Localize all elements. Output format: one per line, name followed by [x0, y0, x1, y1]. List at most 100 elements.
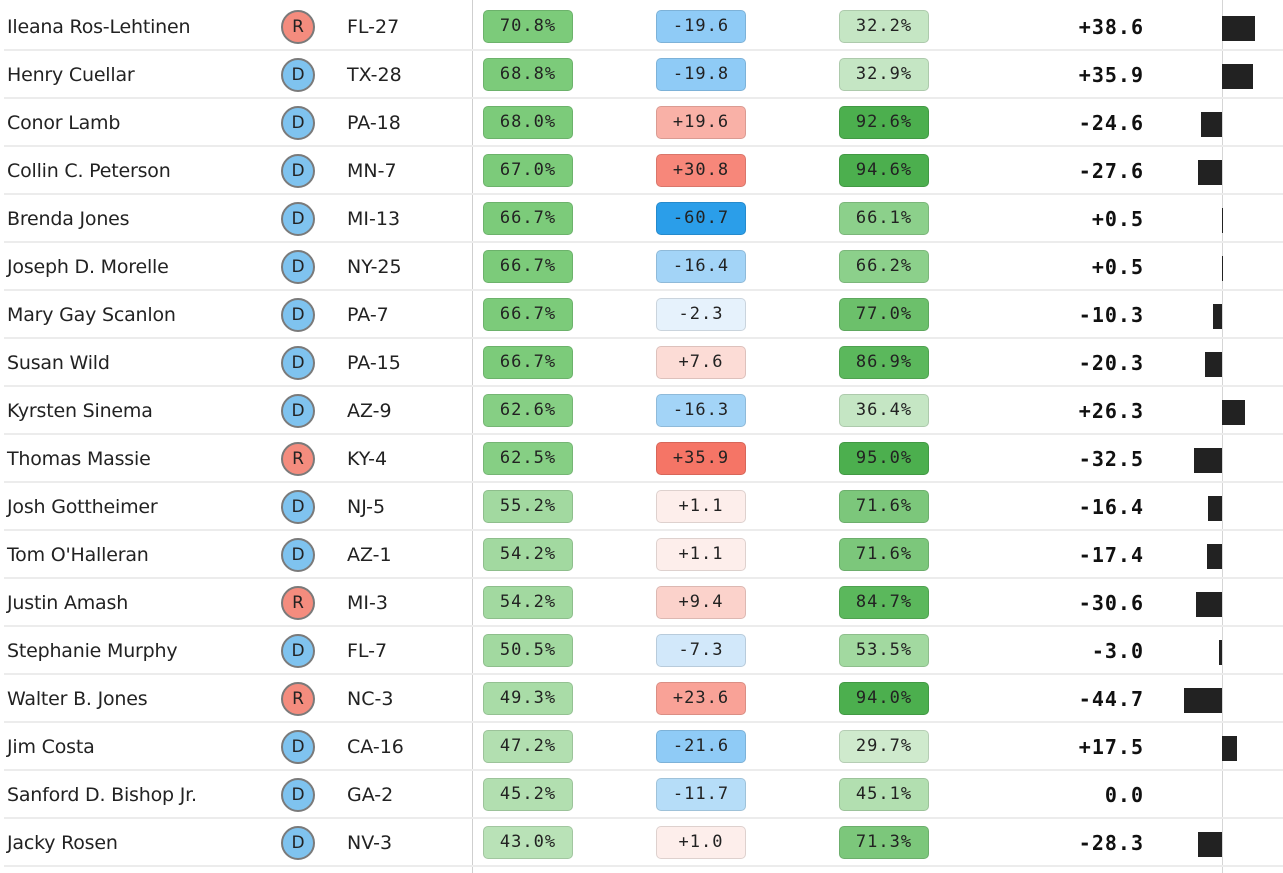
- member-name: Brenda Jones: [7, 208, 130, 230]
- party-badge: D: [281, 730, 315, 764]
- row-separator: [4, 145, 1283, 147]
- party-badge: D: [281, 826, 315, 860]
- party-badge: R: [281, 586, 315, 620]
- value-cell-1: 66.7%: [483, 346, 573, 379]
- party-badge: D: [281, 538, 315, 572]
- row-separator: [4, 193, 1283, 195]
- table-row: Sanford D. Bishop Jr. D GA-2 45.2% -11.7 45.1…: [0, 771, 1283, 819]
- value-cell-3: 29.7%: [839, 730, 929, 763]
- difference-bar: [1213, 304, 1222, 329]
- member-name: Jacky Rosen: [7, 832, 118, 854]
- value-cell-1: 55.2%: [483, 490, 573, 523]
- difference-bar: [1222, 400, 1245, 425]
- table-row: Thomas Massie R KY-4 62.5% +35.9 95.0% -32.5: [0, 435, 1283, 483]
- difference-value: -16.4: [1078, 495, 1144, 519]
- table-row: Justin Amash R MI-3 54.2% +9.4 84.7% -30.6: [0, 579, 1283, 627]
- difference-bar: [1200, 112, 1222, 137]
- table-row: Tom O'Halleran D AZ-1 54.2% +1.1 71.6% -17.4: [0, 531, 1283, 579]
- party-badge: R: [281, 10, 315, 44]
- district-label: NJ-5: [347, 496, 386, 518]
- party-badge: R: [281, 682, 315, 716]
- value-cell-1: 66.7%: [483, 250, 573, 283]
- value-cell-3: 36.4%: [839, 394, 929, 427]
- value-cell-3: 66.2%: [839, 250, 929, 283]
- table-row: Jacky Rosen D NV-3 43.0% +1.0 71.3% -28.3: [0, 819, 1283, 867]
- member-name: Susan Wild: [7, 352, 110, 374]
- district-label: NV-3: [347, 832, 393, 854]
- value-cell-3: 71.3%: [839, 826, 929, 859]
- value-cell-2: +1.1: [656, 538, 746, 571]
- member-name: Jim Costa: [7, 736, 95, 758]
- party-badge: D: [281, 202, 315, 236]
- member-name: Stephanie Murphy: [7, 640, 178, 662]
- row-separator: [4, 241, 1283, 243]
- difference-value: -28.3: [1078, 831, 1144, 855]
- party-badge: D: [281, 490, 315, 524]
- difference-value: +35.9: [1078, 63, 1144, 87]
- value-cell-1: 43.0%: [483, 826, 573, 859]
- table-row: Jim Costa D CA-16 47.2% -21.6 29.7% +17.5: [0, 723, 1283, 771]
- value-cell-3: 53.5%: [839, 634, 929, 667]
- value-cell-3: 66.1%: [839, 202, 929, 235]
- value-cell-1: 68.0%: [483, 106, 573, 139]
- value-cell-1: 54.2%: [483, 538, 573, 571]
- value-cell-2: +1.0: [656, 826, 746, 859]
- value-cell-3: 95.0%: [839, 442, 929, 475]
- value-cell-3: 94.0%: [839, 682, 929, 715]
- table-row: Susan Wild D PA-15 66.7% +7.6 86.9% -20.3: [0, 339, 1283, 387]
- value-cell-1: 68.8%: [483, 58, 573, 91]
- table-row: Collin C. Peterson D MN-7 67.0% +30.8 94.6% -2…: [0, 147, 1283, 195]
- difference-bar: [1207, 544, 1222, 569]
- district-label: MI-13: [347, 208, 401, 230]
- district-label: MN-7: [347, 160, 397, 182]
- row-separator: [4, 865, 1283, 867]
- difference-value: -24.6: [1078, 111, 1144, 135]
- value-cell-3: 45.1%: [839, 778, 929, 811]
- difference-bar: [1198, 160, 1222, 185]
- row-separator: [4, 625, 1283, 627]
- value-cell-2: -21.6: [656, 730, 746, 763]
- difference-value: -30.6: [1078, 591, 1144, 615]
- member-name: Tom O'Halleran: [7, 544, 149, 566]
- row-separator: [4, 337, 1283, 339]
- row-separator: [4, 721, 1283, 723]
- difference-bar: [1222, 16, 1256, 41]
- district-label: FL-7: [347, 640, 388, 662]
- difference-bar: [1194, 448, 1222, 473]
- party-badge: D: [281, 394, 315, 428]
- difference-value: -20.3: [1078, 351, 1144, 375]
- value-cell-2: +1.1: [656, 490, 746, 523]
- district-label: PA-18: [347, 112, 401, 134]
- row-separator: [4, 769, 1283, 771]
- difference-value: +38.6: [1078, 15, 1144, 39]
- district-label: GA-2: [347, 784, 394, 806]
- value-cell-3: 86.9%: [839, 346, 929, 379]
- party-badge: D: [281, 346, 315, 380]
- value-cell-1: 62.5%: [483, 442, 573, 475]
- value-cell-1: 66.7%: [483, 298, 573, 331]
- value-cell-3: 77.0%: [839, 298, 929, 331]
- value-cell-2: +30.8: [656, 154, 746, 187]
- district-label: FL-27: [347, 16, 400, 38]
- difference-value: +0.5: [1091, 255, 1144, 279]
- member-name: Joseph D. Morelle: [7, 256, 169, 278]
- value-cell-1: 49.3%: [483, 682, 573, 715]
- table-row: Henry Cuellar D TX-28 68.8% -19.8 32.9% +35.9: [0, 51, 1283, 99]
- value-cell-3: 32.2%: [839, 10, 929, 43]
- difference-value: 0.0: [1104, 783, 1144, 807]
- district-label: AZ-9: [347, 400, 392, 422]
- value-cell-3: 92.6%: [839, 106, 929, 139]
- difference-bar: [1222, 736, 1238, 761]
- value-cell-1: 67.0%: [483, 154, 573, 187]
- difference-value: +26.3: [1078, 399, 1144, 423]
- value-cell-3: 32.9%: [839, 58, 929, 91]
- party-badge: D: [281, 154, 315, 188]
- party-badge: D: [281, 298, 315, 332]
- table-row: Joseph D. Morelle D NY-25 66.7% -16.4 66.2% +0…: [0, 243, 1283, 291]
- value-cell-2: +23.6: [656, 682, 746, 715]
- value-cell-2: -7.3: [656, 634, 746, 667]
- row-separator: [4, 577, 1283, 579]
- district-label: NY-25: [347, 256, 402, 278]
- row-separator: [4, 817, 1283, 819]
